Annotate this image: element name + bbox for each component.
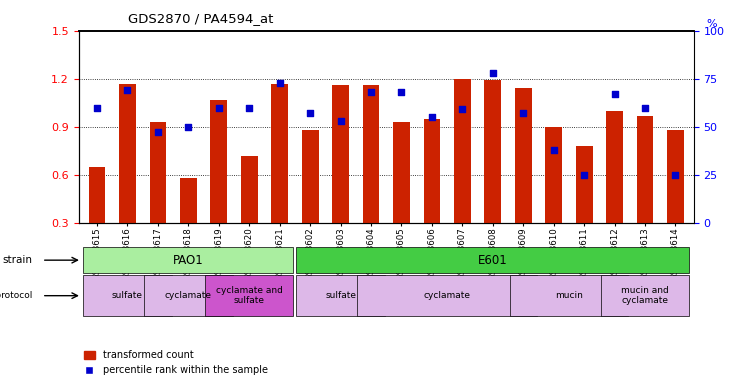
Point xyxy=(91,104,103,111)
Bar xyxy=(205,275,293,316)
Text: GDS2870 / PA4594_at: GDS2870 / PA4594_at xyxy=(128,12,273,25)
Bar xyxy=(667,130,684,223)
Bar xyxy=(119,84,136,223)
Point xyxy=(213,104,225,111)
Bar xyxy=(83,247,293,273)
Text: mucin and
cyclamate: mucin and cyclamate xyxy=(621,286,669,305)
Point xyxy=(274,79,286,86)
Bar xyxy=(180,178,196,223)
Point xyxy=(456,106,468,113)
Bar xyxy=(357,275,537,316)
Point xyxy=(548,147,560,153)
Point xyxy=(395,89,407,95)
Bar xyxy=(515,88,532,223)
Bar xyxy=(144,275,232,316)
Bar xyxy=(149,122,166,223)
Point xyxy=(487,70,499,76)
Bar xyxy=(296,275,385,316)
Bar xyxy=(637,116,653,223)
Text: E601: E601 xyxy=(478,254,508,266)
Text: strain: strain xyxy=(3,255,33,265)
Text: sulfate: sulfate xyxy=(112,291,143,300)
Text: cyclamate: cyclamate xyxy=(165,291,211,300)
Point xyxy=(334,118,346,124)
Bar xyxy=(484,80,501,223)
Point xyxy=(365,89,377,95)
Point xyxy=(608,91,620,97)
Point xyxy=(122,87,134,93)
Bar xyxy=(211,99,227,223)
Point xyxy=(304,110,316,116)
Bar xyxy=(241,156,257,223)
Bar xyxy=(393,122,410,223)
Bar xyxy=(509,275,628,316)
Bar xyxy=(424,119,440,223)
Point xyxy=(578,172,590,178)
Bar xyxy=(83,275,172,316)
Text: mucin: mucin xyxy=(555,291,583,300)
Bar xyxy=(302,130,319,223)
Text: sulfate: sulfate xyxy=(325,291,356,300)
Point xyxy=(518,110,530,116)
Bar xyxy=(272,84,288,223)
Point xyxy=(670,172,682,178)
Bar xyxy=(545,127,562,223)
Bar xyxy=(606,111,623,223)
Point xyxy=(182,124,194,130)
Legend: transformed count, percentile rank within the sample: transformed count, percentile rank withi… xyxy=(83,351,268,375)
Text: PAO1: PAO1 xyxy=(173,254,204,266)
Text: growth protocol: growth protocol xyxy=(0,291,33,300)
Bar xyxy=(296,247,689,273)
Point xyxy=(243,104,255,111)
Text: %: % xyxy=(706,19,717,29)
Bar xyxy=(88,167,106,223)
Bar xyxy=(332,85,349,223)
Point xyxy=(426,114,438,120)
Point xyxy=(639,104,651,111)
Bar xyxy=(576,146,592,223)
Bar xyxy=(363,85,380,223)
Bar xyxy=(601,275,689,316)
Point xyxy=(152,129,164,136)
Bar xyxy=(454,79,471,223)
Text: cyclamate: cyclamate xyxy=(424,291,471,300)
Text: cyclamate and
sulfate: cyclamate and sulfate xyxy=(216,286,283,305)
